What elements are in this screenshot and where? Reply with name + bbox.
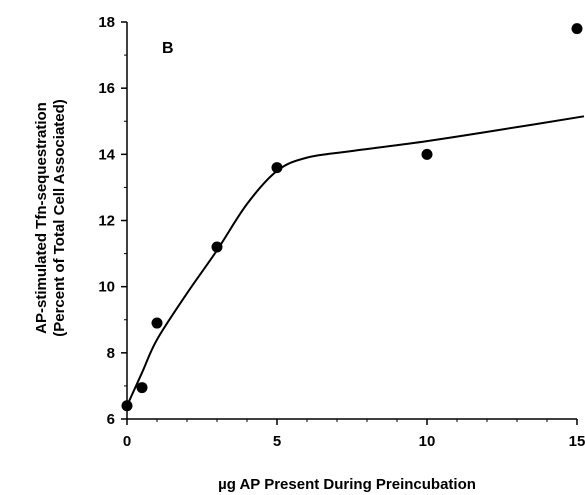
y-axis-title-line2: (Percent of Total Cell Associated) — [51, 99, 68, 337]
data-point — [136, 382, 148, 394]
data-point — [151, 317, 163, 329]
y-tick-label: 14 — [98, 146, 115, 163]
y-tick-label: 6 — [107, 411, 115, 428]
x-axis-ticks: 0 5 10 15 — [123, 419, 585, 450]
data-point — [211, 241, 223, 253]
data-point — [421, 148, 433, 160]
y-tick-label: 18 — [98, 14, 115, 31]
y-axis-title-line1: AP-stimulated Tfn-sequestration — [33, 102, 50, 334]
data-point — [271, 162, 283, 174]
x-tick-label: 0 — [123, 433, 131, 450]
x-tick-label: 10 — [419, 433, 436, 450]
x-axis-title: µg AP Present During Preincubation — [218, 476, 476, 493]
panel-label: B — [162, 40, 174, 57]
x-tick-label: 15 — [569, 433, 585, 450]
y-tick-label: 12 — [98, 213, 115, 230]
y-tick-label: 16 — [98, 80, 115, 97]
y-tick-label: 10 — [98, 279, 115, 296]
data-point — [121, 400, 133, 412]
data-point — [571, 23, 583, 35]
x-tick-label: 5 — [273, 433, 281, 450]
y-axis-ticks: 6 8 10 12 14 16 18 — [98, 14, 127, 428]
data-points — [121, 23, 583, 412]
y-tick-label: 8 — [107, 345, 115, 362]
fit-curve-line — [126, 115, 585, 407]
